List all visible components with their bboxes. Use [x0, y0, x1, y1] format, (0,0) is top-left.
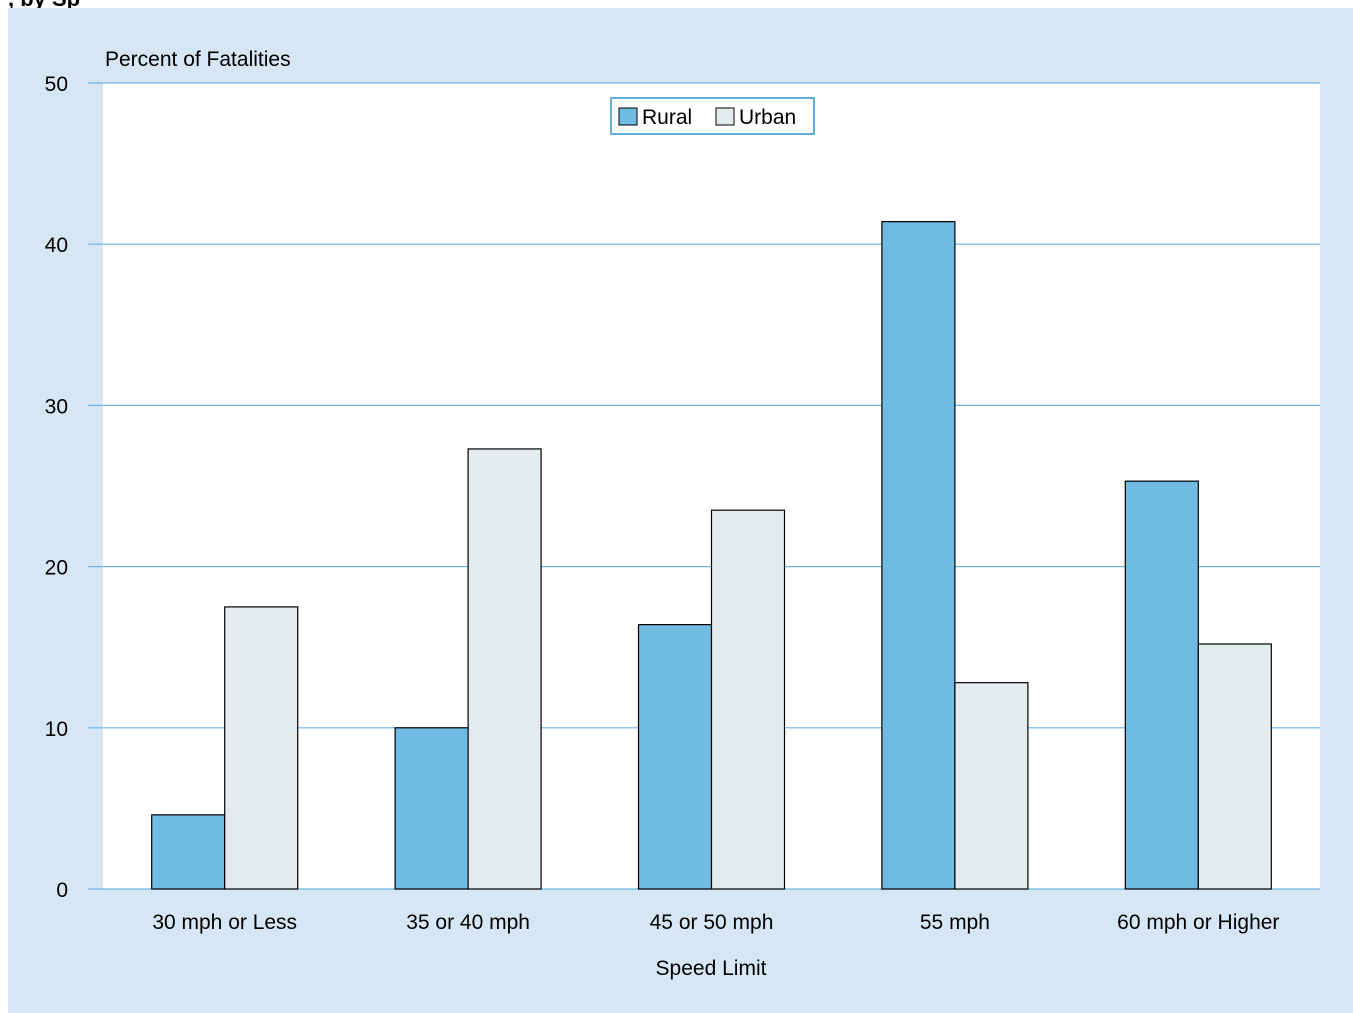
- bar-rural-0: [151, 814, 226, 890]
- y-tick-label: 40: [45, 234, 68, 257]
- legend-label-urban: Urban: [739, 106, 796, 129]
- bar-urban-1: [467, 448, 542, 890]
- x-tick-label: 30 mph or Less: [152, 911, 297, 934]
- y-tick-label: 10: [45, 718, 68, 741]
- x-axis-ticks: 30 mph or Less 35 or 40 mph 45 or 50 mph 55…: [152, 911, 1279, 934]
- x-axis-label: Speed Limit: [656, 957, 767, 980]
- bar-rural-4: [1124, 480, 1199, 890]
- y-tick-label: 30: [45, 395, 68, 418]
- x-tick-label: 35 or 40 mph: [406, 911, 530, 934]
- bar-rural-2: [637, 624, 713, 890]
- bars: [151, 221, 1272, 890]
- x-tick-label: 60 mph or Higher: [1117, 911, 1279, 934]
- figure-title-fragment: , by Sp: [8, 0, 80, 8]
- y-tick-label: 20: [45, 557, 68, 580]
- y-tick-label: 50: [45, 73, 68, 96]
- bar-rural-1: [394, 727, 469, 890]
- legend-swatch-rural: [618, 107, 638, 126]
- bar-urban-2: [710, 509, 786, 890]
- legend-label-rural: Rural: [642, 106, 692, 129]
- bar-urban-4: [1197, 643, 1272, 890]
- y-tick-label: 0: [56, 879, 68, 902]
- y-axis-ticks: 0 10 20 30 40 50: [45, 73, 68, 902]
- x-tick-label: 45 or 50 mph: [650, 911, 774, 934]
- legend: Rural Urban: [610, 97, 815, 135]
- bar-urban-3: [954, 682, 1029, 890]
- legend-box: [610, 97, 815, 135]
- x-tick-label: 55 mph: [920, 911, 990, 934]
- y-axis-label: Percent of Fatalities: [105, 48, 291, 71]
- bar-rural-3: [881, 221, 956, 890]
- bar-urban-0: [224, 606, 299, 890]
- legend-swatch-urban: [715, 107, 735, 126]
